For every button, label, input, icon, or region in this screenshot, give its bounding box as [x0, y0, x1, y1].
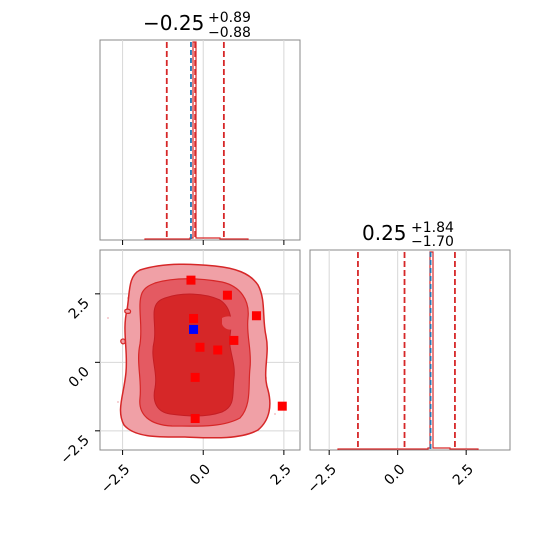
- contour-inner: [152, 293, 235, 417]
- panel-title-plus: +1.84: [411, 220, 454, 236]
- marker-square: [213, 345, 223, 355]
- contour-inner-gap: [222, 316, 237, 330]
- panel-title-median: −0.25: [143, 11, 204, 35]
- histogram-outline: [337, 251, 479, 450]
- marker-square: [277, 401, 287, 411]
- x-tick-label: 2.5: [450, 462, 477, 489]
- marker-square: [251, 311, 261, 321]
- marker-square: [195, 342, 205, 352]
- panel-title-plus: +0.89: [208, 10, 251, 26]
- marker-square: [186, 275, 196, 285]
- x-tick-label: 2.5: [268, 462, 295, 489]
- x-tick-label: −2.5: [305, 462, 340, 497]
- x-tick-label: −2.5: [98, 462, 133, 497]
- marker-square: [190, 413, 200, 423]
- panel-frame: [309, 249, 511, 451]
- marker-square: [222, 290, 232, 300]
- marker-square: [229, 335, 239, 345]
- panel-marginal-x: −0.25 +0.89 −0.88: [99, 10, 301, 245]
- sample-dot: [117, 401, 119, 403]
- y-tick-label: 2.5: [66, 295, 93, 322]
- x-tick-label: 0.0: [381, 462, 408, 489]
- marker-square: [190, 372, 200, 382]
- panel-joint: −2.5 0.0 2.5 2.5 0.0 −2.5: [57, 249, 301, 497]
- panel-frame: [99, 39, 301, 241]
- panel-title-median: 0.25: [362, 221, 407, 245]
- marker-square: [189, 313, 199, 323]
- contour-outer-island: [120, 338, 126, 345]
- sample-dot: [274, 413, 276, 415]
- x-tick-label: 0.0: [187, 462, 214, 489]
- panel-title-minus: −0.88: [208, 25, 251, 41]
- marker-square-blue: [189, 324, 199, 334]
- y-tick-label: 0.0: [66, 364, 93, 391]
- y-tick-label: −2.5: [57, 432, 92, 467]
- sample-dot: [107, 317, 109, 319]
- panel-marginal-y: −2.5 0.0 2.5 0.25 +1.84 −1.70: [305, 220, 511, 497]
- contour-outer-island: [124, 308, 132, 314]
- panel-title-minus: −1.70: [411, 234, 454, 250]
